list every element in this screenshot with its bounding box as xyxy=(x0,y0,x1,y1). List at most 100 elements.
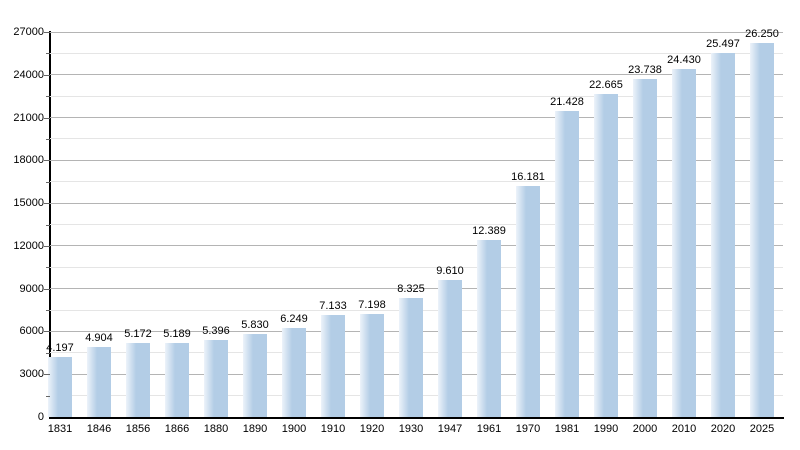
y-tick-label-0: 0 xyxy=(37,411,44,423)
minor-gridline-16500 xyxy=(50,181,783,183)
bar-2000 xyxy=(633,78,657,417)
y-axis-tick-10500 xyxy=(46,267,50,269)
bar-1970 xyxy=(516,186,540,417)
y-tick-label-18000: 18000 xyxy=(13,154,44,167)
x-tick-label-1981: 1981 xyxy=(554,423,580,435)
bar-value-label-1856: 5.172 xyxy=(124,328,152,341)
y-tick-label-6000: 6000 xyxy=(19,325,44,338)
minor-gridline-10500 xyxy=(50,266,783,268)
y-axis-tick-25500 xyxy=(46,53,50,55)
x-axis-line xyxy=(49,417,784,419)
x-tick-label-1856: 1856 xyxy=(125,423,151,435)
major-gridline-27000 xyxy=(50,31,783,33)
y-axis-tick-3000 xyxy=(44,374,50,376)
bar-value-label-1831: 4.197 xyxy=(46,342,74,355)
minor-gridline-22500 xyxy=(50,95,783,97)
x-tick-label-1970: 1970 xyxy=(515,423,541,435)
x-tick-label-1880: 1880 xyxy=(203,423,229,435)
y-tick-label-12000: 12000 xyxy=(13,239,44,252)
bar-value-label-1910: 7.133 xyxy=(319,300,347,313)
y-axis-tick-7500 xyxy=(46,310,50,312)
bar-1890 xyxy=(243,333,267,417)
x-tick-label-1846: 1846 xyxy=(86,423,112,435)
bar-1866 xyxy=(165,343,189,417)
y-axis-tick-6000 xyxy=(44,331,50,333)
y-axis-tick-24000 xyxy=(44,74,50,76)
bar-value-label-1866: 5.189 xyxy=(163,328,191,341)
bar-value-label-2025: 26.250 xyxy=(745,27,779,40)
bar-value-label-2020: 25.497 xyxy=(706,38,740,51)
bar-1831 xyxy=(48,357,72,417)
y-tick-label-21000: 21000 xyxy=(13,111,44,124)
y-axis-tick-12000 xyxy=(44,245,50,247)
bar-value-label-1981: 21.428 xyxy=(550,96,584,109)
bar-2025 xyxy=(750,42,774,417)
y-axis-tick-27000 xyxy=(44,32,50,33)
x-tick-label-1930: 1930 xyxy=(398,423,424,435)
bar-value-label-1961: 12.389 xyxy=(472,225,506,238)
x-tick-label-1990: 1990 xyxy=(593,423,619,435)
x-tick-label-2025: 2025 xyxy=(749,423,775,435)
y-tick-label-15000: 15000 xyxy=(13,197,44,210)
x-tick-label-1900: 1900 xyxy=(281,423,307,435)
bar-2020 xyxy=(711,53,735,417)
bar-value-label-1990: 22.665 xyxy=(589,78,623,91)
x-tick-label-1947: 1947 xyxy=(437,423,463,435)
minor-gridline-25500 xyxy=(50,52,783,54)
y-axis-tick-16500 xyxy=(46,181,50,183)
bar-1856 xyxy=(126,343,150,417)
x-tick-label-1866: 1866 xyxy=(164,423,190,435)
y-axis-tick-22500 xyxy=(46,96,50,98)
major-gridline-18000 xyxy=(50,159,783,161)
y-axis-line xyxy=(49,31,51,419)
x-tick-label-1961: 1961 xyxy=(476,423,502,435)
bar-value-label-1920: 7.198 xyxy=(358,299,386,312)
major-gridline-24000 xyxy=(50,74,783,76)
bar-1930 xyxy=(399,298,423,417)
minor-gridline-13500 xyxy=(50,224,783,225)
bar-1990 xyxy=(594,93,618,417)
bar-value-label-1846: 4.904 xyxy=(85,332,113,345)
bar-value-label-2010: 24.430 xyxy=(667,53,701,66)
bar-2010 xyxy=(672,68,696,417)
y-tick-label-9000: 9000 xyxy=(19,282,44,295)
bar-1981 xyxy=(555,111,579,417)
y-axis-tick-4500 xyxy=(46,352,50,354)
bar-1947 xyxy=(438,279,462,417)
major-gridline-12000 xyxy=(50,245,783,247)
bar-1920 xyxy=(360,314,384,417)
y-axis-tick-13500 xyxy=(46,224,50,226)
major-gridline-21000 xyxy=(50,117,783,119)
x-tick-label-1910: 1910 xyxy=(320,423,346,435)
y-axis-tick-21000 xyxy=(44,117,50,119)
y-tick-label-24000: 24000 xyxy=(13,68,44,81)
bar-value-label-2000: 23.738 xyxy=(628,63,662,76)
bar-value-label-1947: 9.610 xyxy=(436,264,464,277)
x-tick-label-2010: 2010 xyxy=(671,423,697,435)
y-tick-label-27000: 27000 xyxy=(13,26,44,38)
y-axis-tick-1500 xyxy=(46,395,50,397)
bar-value-label-1880: 5.396 xyxy=(202,325,230,338)
bar-1961 xyxy=(477,240,501,417)
bar-1880 xyxy=(204,340,228,417)
minor-gridline-19500 xyxy=(50,138,783,140)
y-axis-tick-9000 xyxy=(44,288,50,290)
major-gridline-15000 xyxy=(50,202,783,204)
bar-value-label-1890: 5.830 xyxy=(241,318,269,331)
bar-value-label-1930: 8.325 xyxy=(397,283,425,296)
y-axis-tick-18000 xyxy=(44,160,50,162)
x-tick-label-1890: 1890 xyxy=(242,423,268,435)
bar-1910 xyxy=(321,315,345,417)
bar-value-label-1900: 6.249 xyxy=(280,312,308,325)
x-tick-label-1831: 1831 xyxy=(47,423,73,435)
y-axis-tick-15000 xyxy=(44,203,50,205)
bar-1846 xyxy=(87,347,111,417)
plot-area: 4.197 4.904 5.172 5.189 5.396 5.830 6.249 7.133… xyxy=(46,28,783,417)
y-tick-label-3000: 3000 xyxy=(19,368,44,381)
bar-1900 xyxy=(282,327,306,417)
bar-value-label-1970: 16.181 xyxy=(511,171,545,184)
x-tick-label-1920: 1920 xyxy=(359,423,385,435)
x-tick-label-2000: 2000 xyxy=(632,423,658,435)
y-axis-tick-19500 xyxy=(46,138,50,140)
